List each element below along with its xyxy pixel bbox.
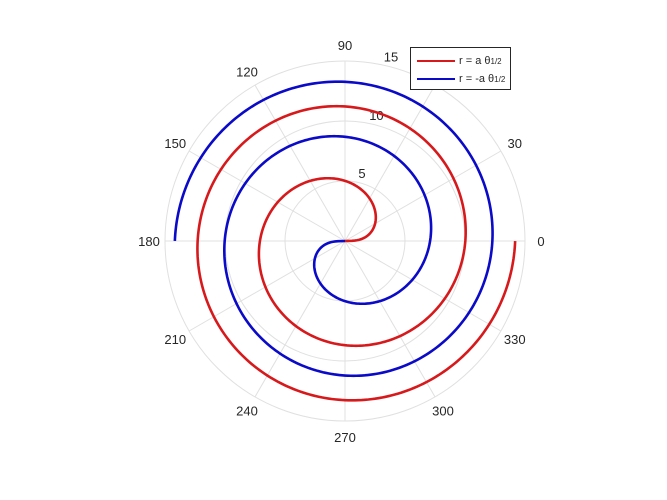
legend-exponent: 1/2 xyxy=(494,74,506,84)
theta-tick-label: 240 xyxy=(236,404,258,419)
theta-grid-line xyxy=(344,150,502,242)
legend-entry-red: r = a θ 1/2 xyxy=(417,53,502,69)
legend: r = a θ 1/2 r = -a θ 1/2 xyxy=(410,47,511,90)
theta-grid-line xyxy=(188,150,346,242)
theta-tick-label: 330 xyxy=(504,332,526,347)
theta-tick-label: 210 xyxy=(164,332,186,347)
theta-grid-line xyxy=(188,240,346,332)
r-tick-label: 15 xyxy=(384,50,398,65)
theta-tick-label: 150 xyxy=(164,136,186,151)
series-line-red xyxy=(196,104,517,402)
theta-tick-label: 120 xyxy=(236,64,258,79)
theta-tick-label: 0 xyxy=(537,234,544,249)
theta-grid-line xyxy=(254,240,346,398)
r-tick-label: 5 xyxy=(358,166,365,181)
theta-grid-line xyxy=(344,240,436,398)
theta-tick-label: 180 xyxy=(138,234,160,249)
theta-tick-label: 90 xyxy=(338,38,352,53)
legend-line-blue xyxy=(417,77,455,81)
theta-grid-line xyxy=(254,84,346,242)
legend-exponent: 1/2 xyxy=(490,56,502,66)
legend-label: r = a θ xyxy=(459,55,491,67)
theta-tick-label: 270 xyxy=(334,430,356,445)
theta-tick-label: 30 xyxy=(508,136,522,151)
theta-grid-line xyxy=(344,84,436,242)
legend-label: r = -a θ xyxy=(459,73,495,85)
theta-grid-line xyxy=(344,240,502,332)
legend-line-red xyxy=(417,59,455,63)
theta-tick-label: 300 xyxy=(432,404,454,419)
series-line-blue xyxy=(173,80,494,378)
legend-entry-blue: r = -a θ 1/2 xyxy=(417,71,505,87)
